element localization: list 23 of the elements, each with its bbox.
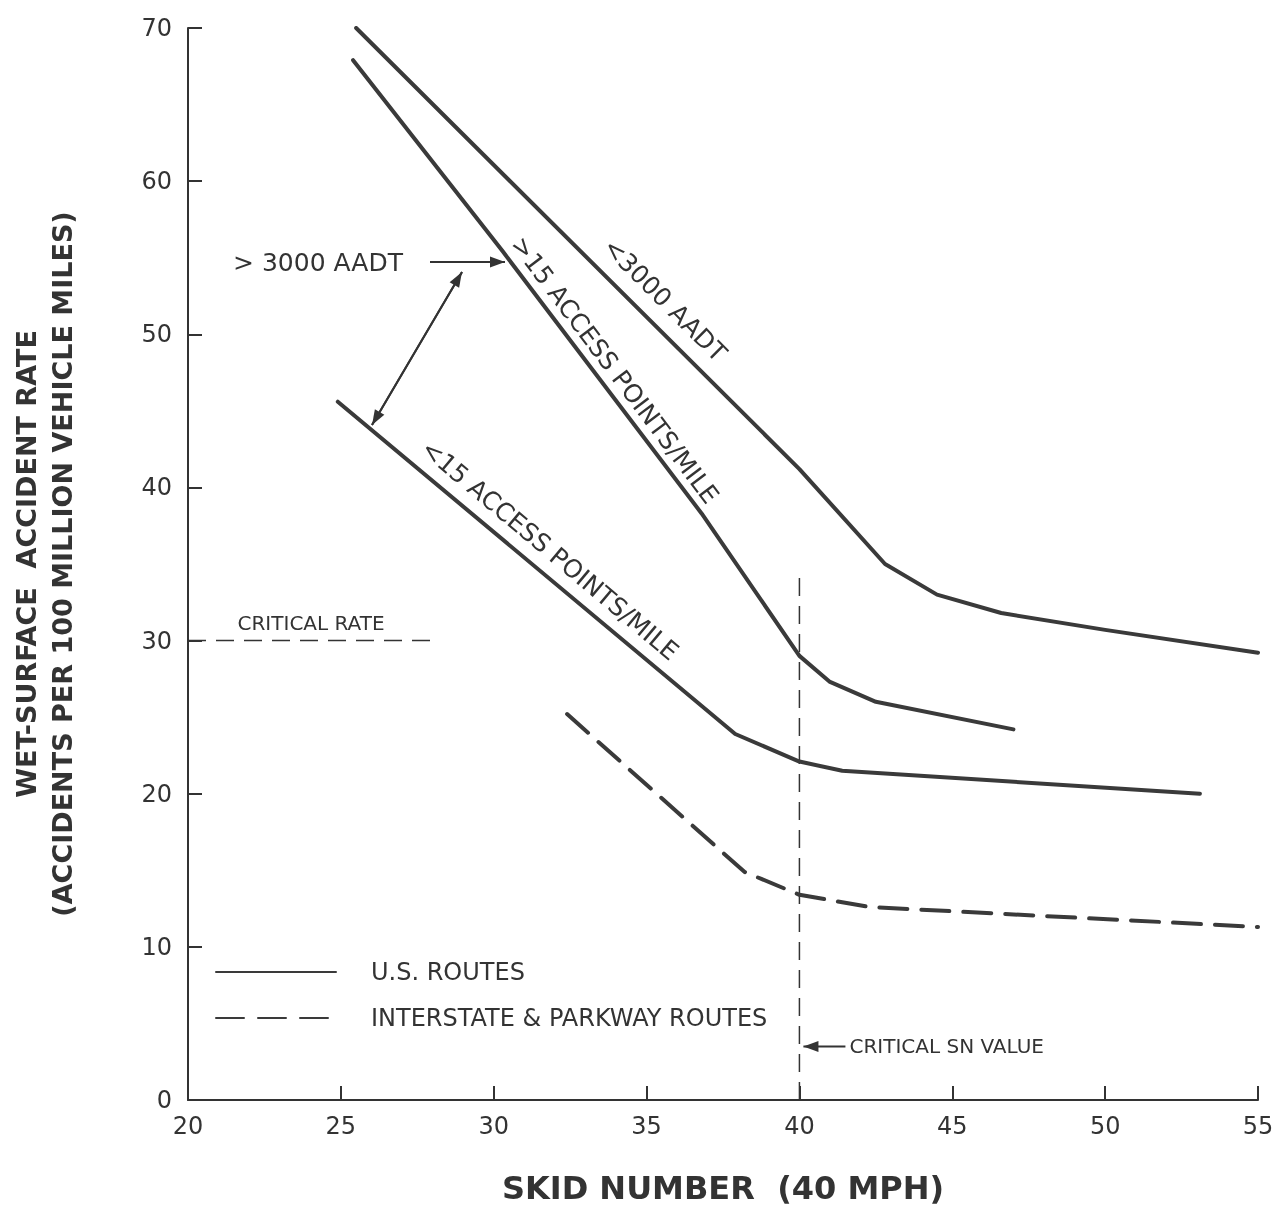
x-tick-label: 50 <box>1089 1112 1121 1140</box>
x-tick-label: 25 <box>325 1112 357 1140</box>
x-tick-label: 30 <box>478 1112 509 1140</box>
x-axis-title: SKID NUMBER (40 MPH) <box>501 1169 945 1207</box>
ref-line-label: CRITICAL RATE <box>237 610 385 635</box>
x-tick-label: 40 <box>784 1112 815 1140</box>
x-tick-label: 35 <box>631 1112 662 1140</box>
y-tick-label: 70 <box>141 14 172 42</box>
legend-label: U.S. ROUTES <box>371 958 525 986</box>
x-tick-label: 20 <box>172 1112 204 1140</box>
y-tick-label: 30 <box>141 626 172 655</box>
y-tick-label: 0 <box>156 1086 172 1114</box>
y-tick-label: 50 <box>141 320 172 349</box>
annotation: > 3000 AADT <box>233 247 404 277</box>
y-axis-title: WET-SURFACE ACCIDENT RATE (ACCIDENTS PER 100 MILLION VEHICLE MILES) <box>10 211 78 917</box>
y-tick-label: 60 <box>141 167 172 196</box>
x-tick-label: 55 <box>1242 1112 1274 1140</box>
ref-line-label: CRITICAL SN VALUE <box>849 1034 1044 1059</box>
y-tick-label: 10 <box>141 932 172 961</box>
y-tick-label: 40 <box>141 473 172 502</box>
x-tick-label: 45 <box>937 1112 968 1140</box>
y-tick-label: 20 <box>141 779 172 808</box>
legend-label: INTERSTATE & PARKWAY ROUTES <box>371 1004 768 1032</box>
